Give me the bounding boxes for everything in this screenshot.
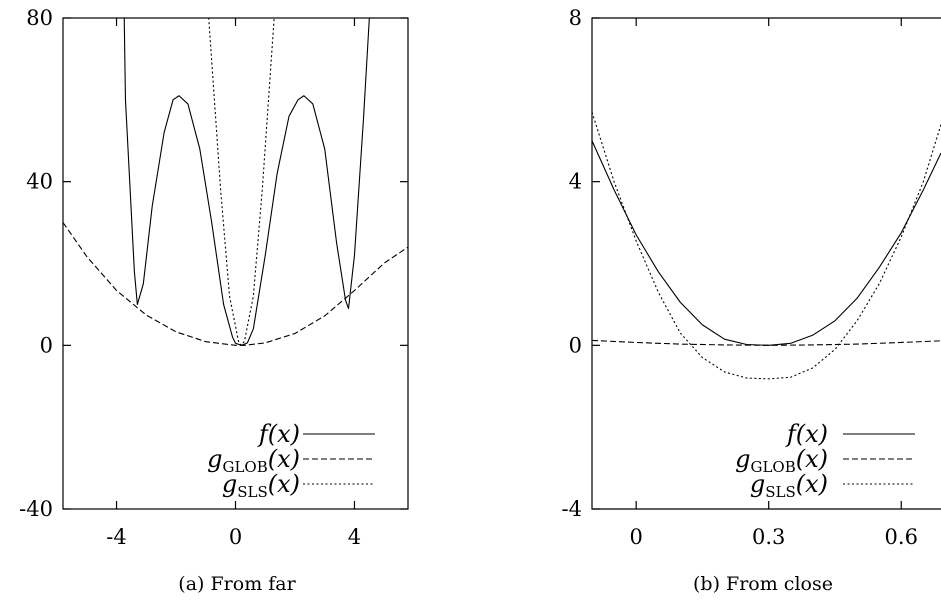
y-tick-label: 0 [569,333,582,357]
y-tick-label: 8 [569,6,582,30]
series-line [592,339,941,346]
legend-entry: f(x) [785,420,828,448]
y-tick-label: 0 [40,333,53,357]
caption: (b) From close [693,573,833,595]
y-tick-label: -4 [562,497,582,521]
series-line [208,18,275,346]
legend-entry: gGLOB(x) [735,445,828,476]
caption: (a) From far [178,573,296,595]
series-line [63,222,408,346]
x-tick-label: 0.6 [885,525,918,549]
x-tick-label: 0 [629,525,642,549]
y-tick-label: -40 [19,497,53,521]
tick-marks [63,17,408,510]
series-group [63,18,408,346]
legend: f(x)gGLOB(x)gSLS(x) [735,420,915,501]
plot-frame [62,17,409,510]
x-tick-label: 0.3 [752,525,785,549]
legend: f(x)gGLOB(x)gSLS(x) [207,420,375,501]
y-tick-label: 80 [26,6,53,30]
y-tick-label: 40 [26,170,53,194]
series-line [123,18,370,346]
chart-panel-close: -4 0 4 8 0 0.3 0.6 f(x)gGLOB(x)gSLS(x) (b) Fro… [562,6,941,595]
tick-labels: -4 0 4 8 0 0.3 0.6 [562,6,918,549]
legend-entry: gSLS(x) [750,470,828,501]
x-tick-label: 0 [229,525,242,549]
legend-entry: f(x) [257,420,300,448]
tick-marks [592,17,902,510]
x-tick-label: -4 [106,525,126,549]
x-tick-label: 4 [348,525,361,549]
series-line [592,140,941,346]
series-line [592,111,941,380]
y-tick-label: 4 [569,170,582,194]
legend-entry: gGLOB(x) [207,445,300,476]
plot-frame [591,17,941,510]
series-group [592,111,941,380]
legend-entry: gSLS(x) [222,470,300,501]
